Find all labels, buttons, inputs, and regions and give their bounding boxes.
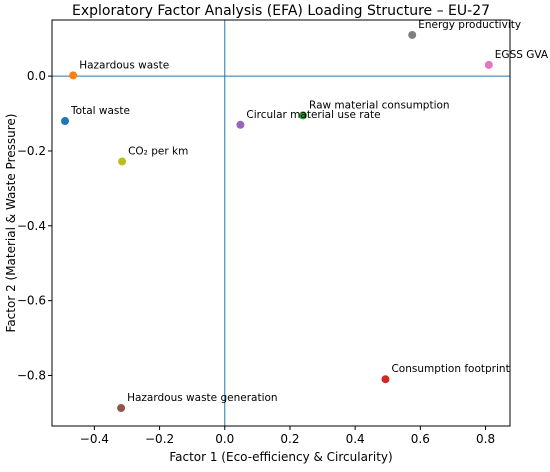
x-axis-ticks: −0.4 −0.2 0.0 0.2 0.4 0.6 0.8 [80, 426, 495, 446]
data-point [299, 111, 308, 120]
y-tick-label: −0.2 [17, 144, 46, 158]
data-point [69, 71, 78, 80]
data-point-label: CO₂ per km [128, 145, 188, 157]
data-point-label: Energy productivity [418, 19, 521, 31]
x-tick-label: −0.2 [145, 432, 174, 446]
y-axis-label: Factor 2 (Material & Waste Pressure) [4, 114, 18, 333]
reference-lines [52, 20, 510, 426]
data-point [118, 157, 127, 166]
x-tick-label: 0.6 [411, 432, 430, 446]
plot-frame [51, 19, 511, 427]
x-tick-label: 0.4 [346, 432, 365, 446]
y-tick-label: −0.6 [17, 294, 46, 308]
x-tick-label: 0.2 [280, 432, 299, 446]
data-point [408, 30, 417, 39]
data-point-label: Hazardous waste [79, 59, 169, 71]
data-point [61, 117, 70, 126]
data-point [236, 120, 245, 129]
x-tick-label: 0.8 [476, 432, 495, 446]
data-point [381, 375, 390, 384]
data-point-label: Circular material use rate [246, 109, 380, 121]
data-point-label: Hazardous waste generation [127, 392, 277, 404]
x-tick-label: 0.0 [215, 432, 234, 446]
y-tick-label: 0.0 [27, 69, 46, 83]
data-point-label: Raw material consumption [309, 99, 450, 111]
x-tick-label: −0.4 [80, 432, 109, 446]
points-layer [61, 30, 493, 413]
y-tick-label: −0.4 [17, 219, 46, 233]
point-labels-layer: Energy productivity EGSS GVA Hazardous was… [70, 19, 549, 404]
y-axis-ticks: 0.0 −0.2 −0.4 −0.6 −0.8 [17, 69, 52, 382]
chart-title: Exploratory Factor Analysis (EFA) Loadin… [72, 3, 490, 19]
data-point-label: EGSS GVA [495, 49, 549, 61]
data-point [484, 60, 493, 69]
y-tick-label: −0.8 [17, 368, 46, 382]
x-axis-label: Factor 1 (Eco-efficiency & Circularity) [169, 450, 392, 464]
data-point-label: Consumption footprint [391, 363, 509, 375]
data-point [117, 404, 126, 413]
data-point-label: Total waste [70, 105, 130, 117]
